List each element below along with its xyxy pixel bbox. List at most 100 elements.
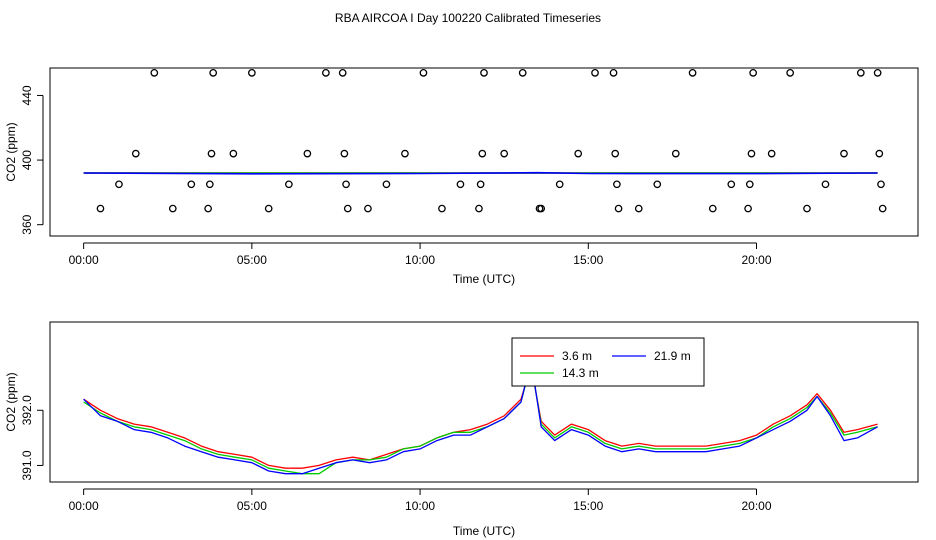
top-scatter-point — [205, 180, 214, 189]
top-scatter-point — [518, 68, 527, 77]
top-scatter-point — [419, 68, 428, 77]
bottom-x-tick-label: 00:00 — [69, 499, 99, 513]
top-scatter-point — [877, 180, 885, 189]
legend-label-14-3m: 14.3 m — [562, 366, 599, 380]
top-scatter-point — [131, 149, 140, 158]
bottom-series-line-3-6-m — [83, 365, 878, 469]
bottom-series-lines — [83, 359, 878, 475]
legend-label-21-9m: 21.9 m — [654, 349, 691, 363]
bottom-y-axis-label: CO2 (ppm) — [4, 372, 18, 431]
bottom-x-tick-label: 20:00 — [741, 499, 771, 513]
legend-label-3-6m: 3.6 m — [562, 349, 592, 363]
top-scatter-point — [878, 204, 887, 213]
top-scatter-point — [873, 68, 882, 77]
top-y-axis: 360 400 440 — [20, 85, 44, 235]
top-scatter-point — [537, 204, 546, 213]
bottom-y-tick-label: 392.0 — [20, 395, 34, 425]
top-scatter-point — [767, 149, 776, 158]
top-x-tick-label: 20:00 — [741, 253, 771, 267]
top-scatter-point — [456, 180, 465, 189]
top-series-line-21-9-m — [83, 171, 878, 175]
top-scatter-point — [500, 149, 509, 158]
top-y-tick-label: 360 — [20, 214, 34, 234]
top-scatter-point — [821, 180, 830, 189]
top-scatter-point — [285, 180, 293, 189]
legend-box — [511, 337, 705, 387]
top-scatter-point — [438, 204, 446, 213]
bottom-x-tick-label: 15:00 — [573, 499, 603, 513]
bottom-series-line-21-9-m — [83, 359, 878, 475]
top-scatter-point — [343, 204, 352, 213]
top-x-tick-label: 10:00 — [405, 253, 435, 267]
top-scatter-point — [229, 149, 238, 158]
bottom-x-axis-label: Time (UTC) — [453, 524, 515, 538]
top-scatter-point — [708, 204, 717, 213]
top-scatter-point — [340, 149, 349, 158]
top-scatter-point — [653, 180, 662, 189]
top-scatter-point — [187, 180, 196, 189]
top-x-axis-label: Time (UTC) — [453, 272, 515, 286]
top-scatter-point — [322, 68, 330, 77]
top-scatter-point — [401, 149, 409, 158]
top-scatter-point — [840, 149, 848, 158]
bottom-x-axis: 00:00 05:00 10:00 15:00 20:00 — [69, 488, 772, 513]
top-y-axis-label: CO2 (ppm) — [4, 122, 18, 181]
top-scatter-point — [634, 204, 643, 213]
top-scatter-point — [745, 180, 754, 189]
top-x-axis: 00:00 05:00 10:00 15:00 20:00 — [69, 242, 772, 267]
top-scatter-point — [382, 180, 391, 189]
top-scatter-point — [264, 204, 273, 213]
bottom-series-line-14-3-m — [83, 362, 878, 475]
top-x-tick-label: 15:00 — [573, 253, 603, 267]
top-panel: 00:00 05:00 10:00 15:00 20:00 360 400 440 Time… — [4, 67, 919, 286]
top-scatter-point — [480, 68, 488, 77]
top-scatter-point — [744, 204, 752, 213]
figure-title: RBA AIRCOA I Day 100220 Calibrated Times… — [335, 11, 601, 25]
bottom-panel: 00:00 05:00 10:00 15:00 20:00 391.0 392.0 Tim… — [4, 321, 919, 538]
top-scatter-point — [611, 149, 620, 158]
top-scatter-point — [875, 149, 884, 158]
bottom-plot-frame — [49, 321, 919, 483]
top-scatter-point — [209, 68, 218, 77]
bottom-x-tick-label: 05:00 — [237, 499, 267, 513]
top-scatter-point — [338, 68, 347, 77]
top-scatter-point — [248, 68, 256, 77]
top-scatter-point — [96, 204, 105, 213]
bottom-y-axis: 391.0 392.0 — [20, 395, 44, 480]
top-scatter-point — [727, 180, 736, 189]
top-scatter-point — [207, 149, 216, 158]
top-scatter-point — [747, 149, 756, 158]
top-scatter-point — [614, 204, 623, 213]
top-scatter-point — [364, 204, 372, 213]
top-scatter-point — [168, 204, 177, 213]
top-scatter-point — [803, 204, 811, 213]
top-scatter-point — [591, 68, 599, 77]
top-plot-frame — [49, 67, 919, 237]
top-scatter-point — [688, 68, 697, 77]
top-scatter-point — [555, 180, 564, 189]
top-scatter-point — [478, 149, 487, 158]
legend: 3.6 m 14.3 m 21.9 m — [511, 337, 705, 387]
top-y-tick-label: 400 — [20, 150, 34, 170]
top-scatter-point — [671, 149, 680, 158]
top-scatter-point — [786, 68, 795, 77]
top-scatter-point — [115, 180, 123, 189]
top-series-lines — [83, 171, 878, 175]
top-scatter-point — [856, 68, 865, 77]
top-scatter-point — [475, 204, 483, 213]
top-scatter-point — [342, 180, 350, 189]
top-scatter-point — [609, 68, 618, 77]
bottom-x-tick-label: 10:00 — [405, 499, 435, 513]
top-y-tick-label: 440 — [20, 85, 34, 105]
top-scatter-point — [150, 68, 159, 77]
top-scatter-point — [204, 204, 212, 213]
top-scatter-point — [574, 149, 583, 158]
bottom-y-tick-label: 391.0 — [20, 450, 34, 480]
top-scatter-points — [96, 68, 887, 213]
top-x-tick-label: 00:00 — [69, 253, 99, 267]
top-scatter-point — [303, 149, 312, 158]
top-scatter-point — [749, 68, 757, 77]
top-x-tick-label: 05:00 — [237, 253, 267, 267]
top-scatter-point — [613, 180, 621, 189]
